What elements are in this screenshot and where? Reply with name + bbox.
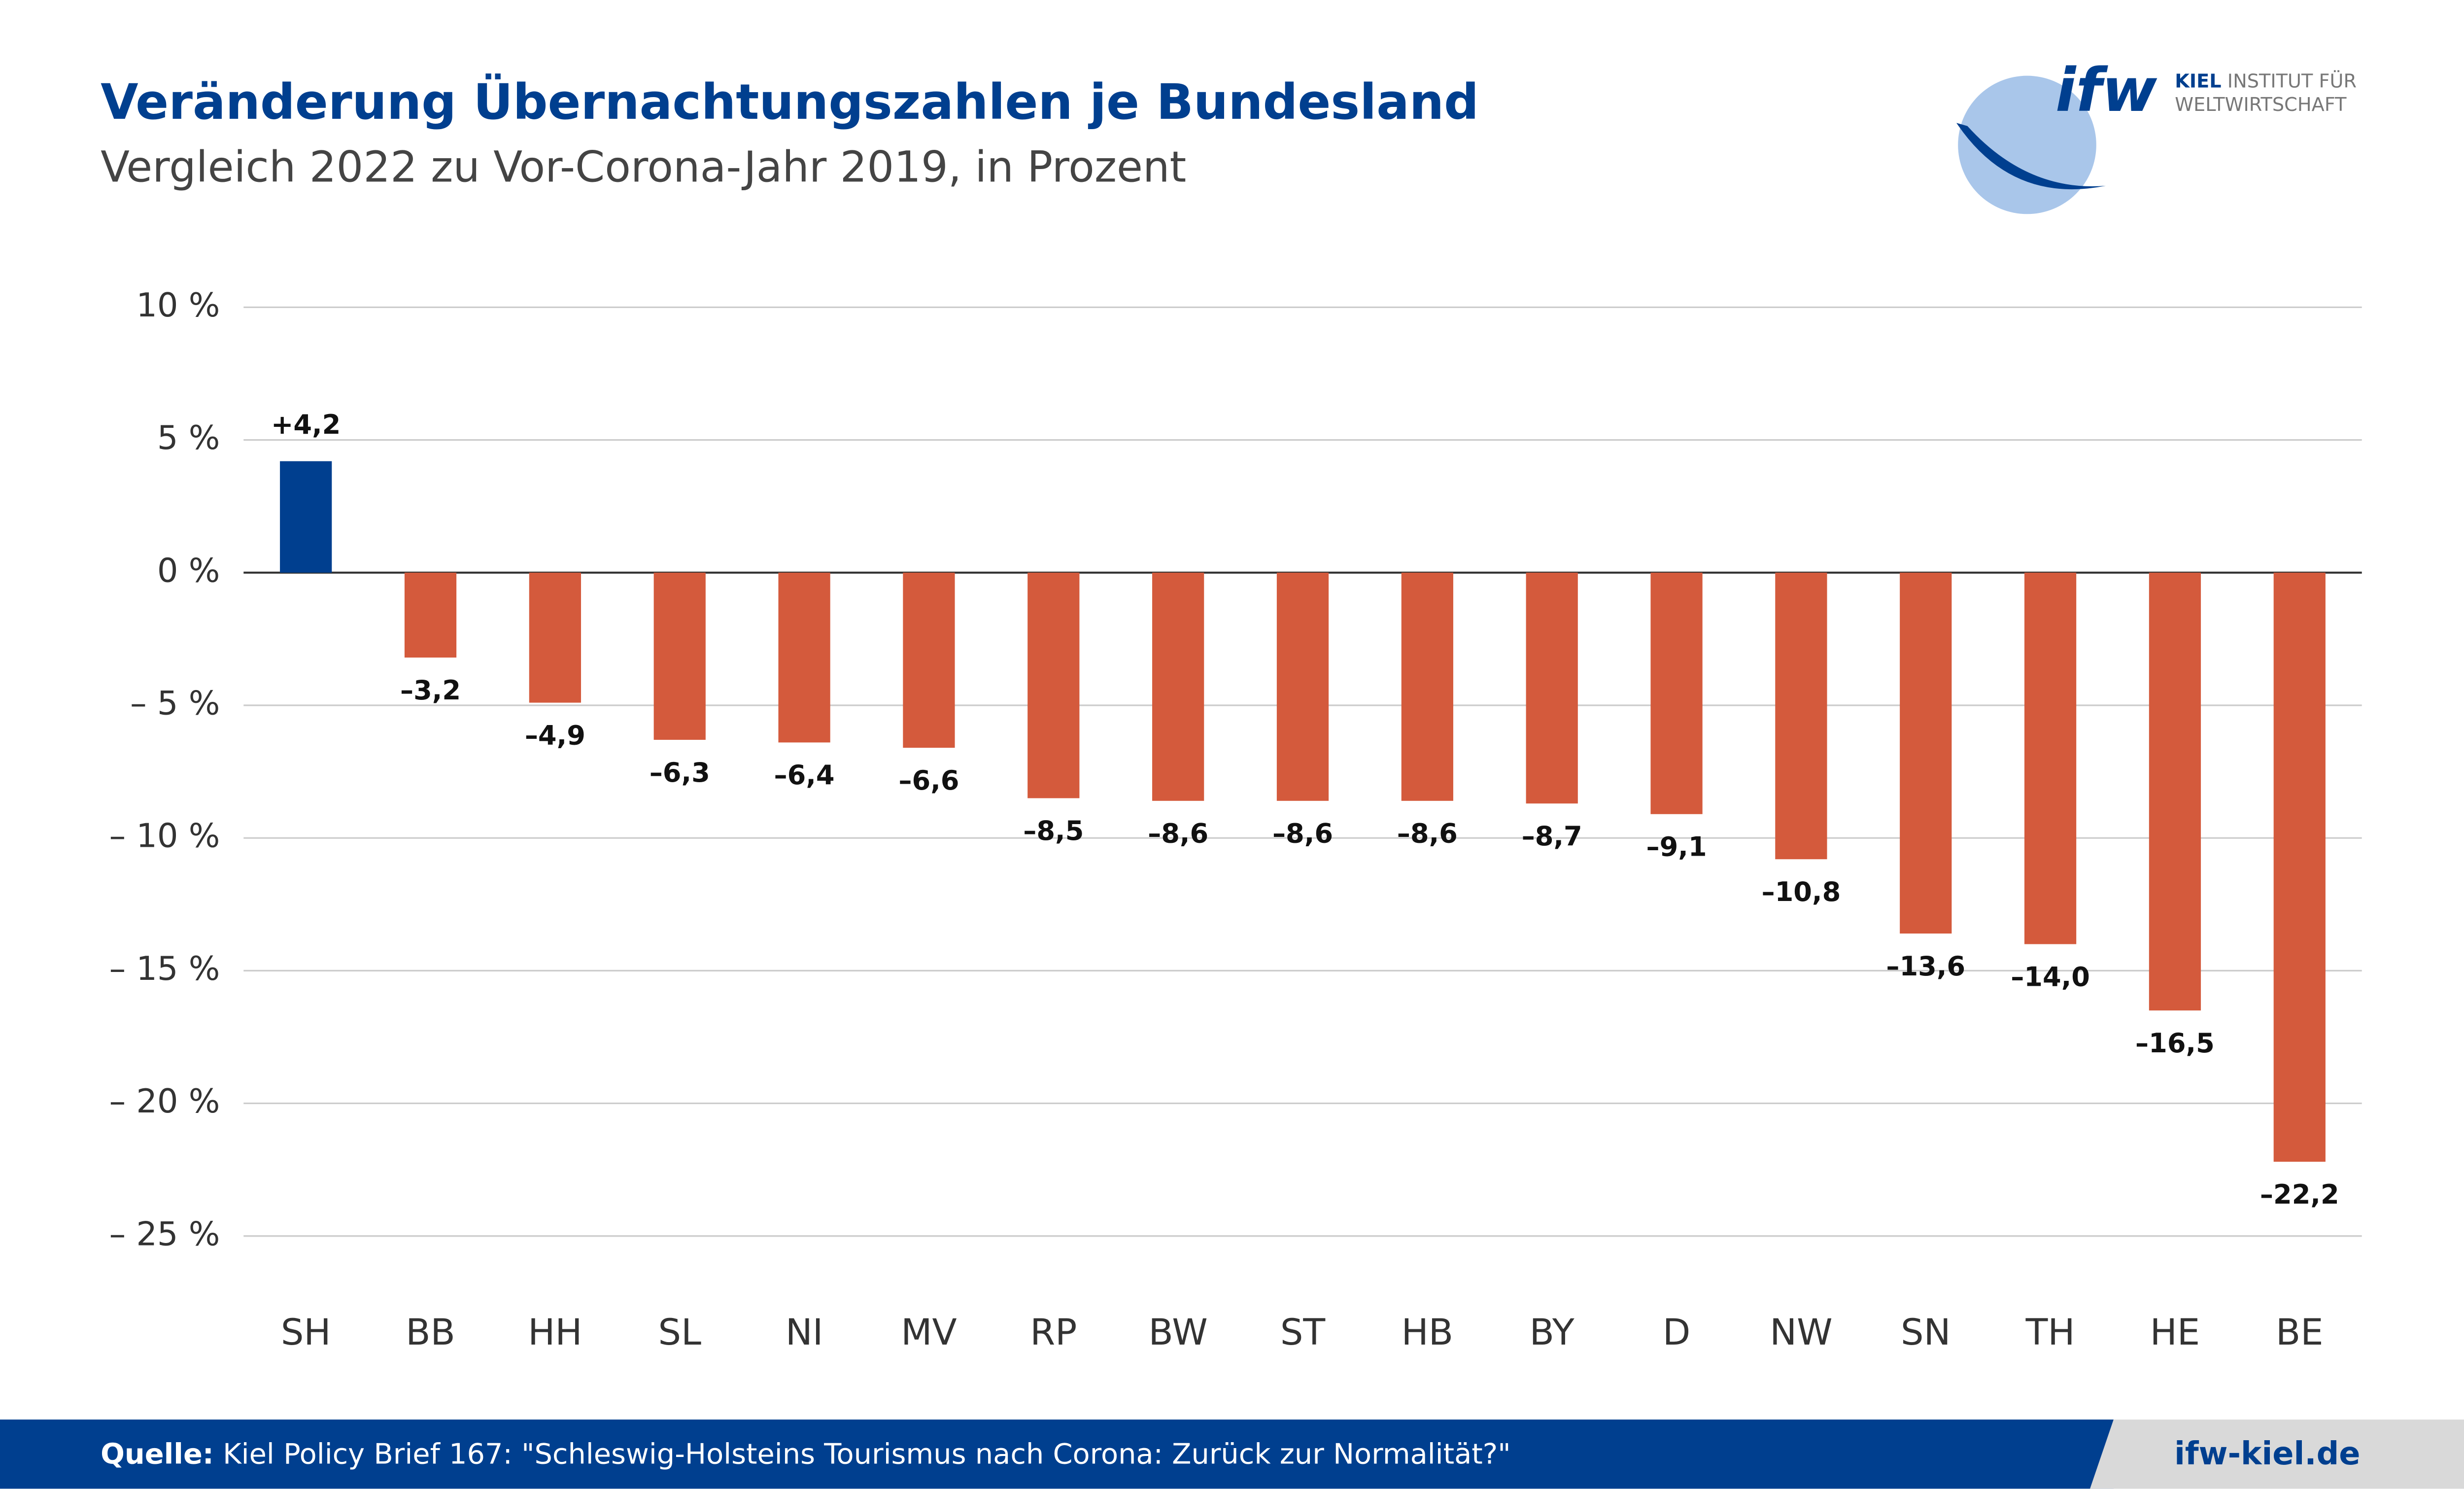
- y-tick-label: 10 %: [136, 286, 220, 324]
- value-label: –8,6: [1397, 818, 1458, 849]
- logo-swoosh: [1956, 123, 2106, 190]
- bar: [1650, 572, 1703, 814]
- y-tick-label: – 20 %: [109, 1082, 220, 1120]
- value-label: –16,5: [2135, 1028, 2215, 1059]
- logo-mark: ifw: [2055, 56, 2157, 125]
- y-tick-label: – 5 %: [130, 684, 220, 723]
- logo-name: KIEL INSTITUT FÜR: [2175, 69, 2357, 92]
- bar: [404, 572, 457, 658]
- y-tick-label: 0 %: [157, 551, 220, 589]
- x-tick-label: RP: [1030, 1312, 1077, 1353]
- logo-globe: [1958, 75, 2096, 214]
- value-label: –13,6: [1886, 951, 1965, 982]
- bar: [1152, 572, 1204, 801]
- chart-title: Veränderung Übernachtungszahlen je Bunde…: [101, 73, 1479, 131]
- logo: ifw KIEL INSTITUT FÜR WELTWIRTSCHAFT: [1956, 56, 2357, 214]
- x-tick-label: SH: [281, 1312, 331, 1353]
- x-tick-label: SL: [658, 1312, 702, 1353]
- x-tick-label: D: [1663, 1312, 1690, 1353]
- value-label: –9,1: [1646, 831, 1707, 863]
- value-label: –8,7: [1522, 821, 1582, 852]
- value-label: +4,2: [271, 409, 341, 440]
- value-label: –8,5: [1023, 815, 1084, 846]
- x-tick-label: BB: [406, 1312, 455, 1353]
- value-label: –8,6: [1272, 818, 1333, 849]
- bar: [778, 572, 830, 743]
- x-tick-label: NI: [786, 1312, 823, 1353]
- bar: [653, 572, 706, 740]
- y-tick-label: – 10 %: [109, 817, 220, 855]
- bar: [2024, 572, 2077, 944]
- value-label: –6,3: [650, 757, 710, 788]
- logo-name-1: INSTITUT FÜR: [2227, 69, 2357, 92]
- bar: [280, 461, 332, 573]
- logo-kiel: KIEL: [2175, 70, 2221, 92]
- source-text: Kiel Policy Brief 167: "Schleswig-Holste…: [223, 1437, 1511, 1470]
- x-tick-label: HE: [2150, 1312, 2200, 1353]
- plot: 10 % 5 % 0 % – 5 % – 10 % – 15 % – 20 % – 25 % S…: [109, 286, 2362, 1353]
- x-tick-label: HB: [1402, 1312, 1453, 1353]
- source-label: Quelle:: [101, 1437, 214, 1470]
- footer-bar: [0, 1420, 2114, 1489]
- x-tick-label: NW: [1770, 1312, 1832, 1353]
- y-tick-label: – 15 %: [109, 949, 220, 988]
- x-tick-label: BE: [2276, 1312, 2324, 1353]
- value-label: –8,6: [1148, 818, 1208, 849]
- bar: [1401, 572, 1453, 801]
- value-label: –22,2: [2260, 1179, 2339, 1210]
- chart-subtitle: Vergleich 2022 zu Vor-Corona-Jahr 2019, …: [101, 142, 1186, 192]
- x-tick-label: HH: [528, 1312, 582, 1353]
- bar: [2273, 572, 2326, 1162]
- x-tick-label: SN: [1901, 1312, 1951, 1353]
- bar: [1276, 572, 1329, 801]
- bar: [1526, 572, 1578, 804]
- bar: [529, 572, 582, 703]
- bar: [1027, 572, 1080, 798]
- bar: [1775, 572, 1827, 860]
- x-tick-label: BY: [1530, 1312, 1574, 1353]
- bar: [903, 572, 955, 748]
- value-label: –14,0: [2011, 961, 2090, 992]
- y-tick-label: – 25 %: [109, 1214, 220, 1253]
- x-tick-label: TH: [2025, 1312, 2075, 1353]
- value-label: –10,8: [1762, 876, 1841, 907]
- footer-tab: [2090, 1420, 2464, 1489]
- logo-name-2: WELTWIRTSCHAFT: [2175, 94, 2347, 116]
- x-tick-label: ST: [1280, 1312, 1326, 1353]
- value-label: –4,9: [525, 720, 585, 751]
- y-tick-label: 5 %: [157, 418, 220, 457]
- x-tick-label: BW: [1149, 1312, 1208, 1353]
- bar: [2149, 572, 2201, 1011]
- value-label: –3,2: [400, 675, 461, 706]
- value-label: –6,6: [898, 765, 959, 796]
- value-label: –6,4: [774, 760, 835, 791]
- x-tick-label: MV: [901, 1312, 957, 1353]
- bar: [1900, 572, 1952, 934]
- website: ifw-kiel.de: [2174, 1436, 2360, 1472]
- footer-source: Quelle: Kiel Policy Brief 167: "Schleswi…: [101, 1437, 1511, 1470]
